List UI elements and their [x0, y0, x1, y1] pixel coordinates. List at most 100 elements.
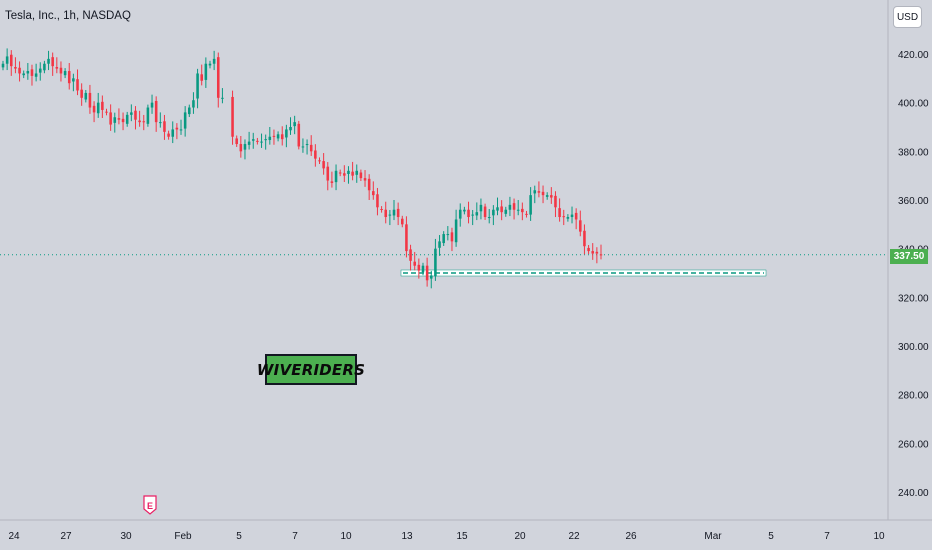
- earnings-marker-label: E: [147, 501, 153, 511]
- candle-body: [314, 150, 317, 159]
- candle-body: [434, 248, 437, 277]
- price-tick-label: 360.00: [898, 196, 929, 207]
- candle-body: [26, 71, 30, 74]
- candle-body: [396, 208, 400, 218]
- time-tick-label: 13: [401, 531, 413, 542]
- candle-body: [500, 206, 503, 213]
- candle-body: [293, 122, 296, 127]
- candle-body: [421, 265, 425, 273]
- earnings-marker-icon[interactable]: E: [143, 495, 157, 515]
- price-tick-label: 400.00: [898, 99, 929, 110]
- candle-body: [496, 207, 499, 211]
- candle-body: [171, 129, 175, 137]
- time-tick-label: 15: [456, 531, 468, 542]
- candle-body: [175, 127, 179, 130]
- candle-body: [235, 138, 238, 145]
- candle-body: [541, 191, 545, 196]
- candle-body: [179, 129, 183, 131]
- candle-body: [47, 58, 50, 64]
- candle-body: [150, 102, 154, 108]
- currency-button[interactable]: USD: [893, 6, 922, 28]
- candle-body: [22, 73, 25, 76]
- candle-body: [14, 67, 17, 69]
- candle-body: [276, 134, 280, 139]
- candle-body: [355, 170, 359, 175]
- candle-body: [138, 120, 141, 123]
- candle-body: [63, 71, 67, 76]
- candle-body: [537, 191, 541, 193]
- candle-body: [545, 195, 549, 197]
- candle-body: [566, 217, 570, 219]
- candle-body: [326, 166, 330, 181]
- time-tick-label: 7: [292, 531, 298, 542]
- candle-body: [483, 206, 487, 218]
- candle-body: [338, 172, 342, 174]
- last-price-badge: 337.50: [890, 249, 928, 264]
- candle-body: [359, 172, 363, 179]
- candle-body: [591, 251, 595, 254]
- candle-body: [88, 92, 92, 108]
- candle-body: [72, 78, 75, 82]
- candle-body: [105, 111, 108, 113]
- candle-body: [18, 67, 21, 74]
- candle-body: [570, 214, 574, 218]
- candle-body: [1, 63, 5, 68]
- candle-body: [121, 118, 125, 123]
- candle-body: [196, 73, 199, 99]
- time-tick-label: 20: [514, 531, 526, 542]
- candle-body: [599, 254, 603, 256]
- candle-body: [5, 56, 9, 64]
- candle-body: [125, 114, 129, 124]
- candle-body: [429, 275, 433, 279]
- candle-body: [280, 134, 284, 140]
- candle-body: [92, 105, 96, 113]
- candle-body: [183, 112, 187, 129]
- price-tick-label: 300.00: [898, 342, 929, 353]
- candle-body: [117, 118, 121, 120]
- time-tick-label: 22: [568, 531, 580, 542]
- candle-body: [475, 212, 479, 216]
- candle-body: [467, 209, 470, 218]
- candle-body: [208, 63, 212, 66]
- candle-body: [80, 89, 83, 98]
- time-tick-label: 7: [824, 531, 830, 542]
- candle-body: [256, 140, 259, 142]
- candle-body: [239, 144, 243, 152]
- candle-body: [130, 112, 133, 115]
- candle-body: [76, 79, 79, 91]
- price-tick-label: 320.00: [898, 293, 929, 304]
- candle-body: [401, 218, 404, 225]
- candle-body: [142, 121, 146, 123]
- candle-body: [562, 216, 566, 218]
- candle-body: [516, 209, 520, 211]
- candle-body: [212, 58, 216, 64]
- candle-body: [305, 144, 309, 146]
- candle-body: [59, 67, 63, 74]
- candle-body: [285, 129, 288, 138]
- candle-body: [330, 181, 334, 183]
- time-tick-label: Mar: [704, 531, 722, 542]
- candle-body: [101, 101, 104, 110]
- candle-body: [550, 195, 553, 198]
- candle-body: [463, 209, 466, 212]
- candle-body: [297, 123, 301, 147]
- candle-body: [318, 160, 321, 162]
- candle-body: [43, 63, 46, 71]
- candle-body: [351, 171, 354, 176]
- time-tick-label: 24: [8, 531, 20, 542]
- candle-body: [38, 68, 42, 73]
- candle-body: [251, 139, 255, 141]
- time-tick-label: 10: [873, 531, 885, 542]
- candle-body: [587, 247, 590, 252]
- candle-body: [109, 112, 112, 125]
- time-tick-label: 30: [120, 531, 132, 542]
- candle-body: [454, 219, 458, 243]
- candle-body: [192, 100, 195, 108]
- candle-body: [583, 230, 586, 247]
- candle-body: [67, 71, 71, 84]
- candle-body: [154, 100, 158, 123]
- candle-body: [322, 161, 325, 169]
- candle-body: [272, 135, 276, 137]
